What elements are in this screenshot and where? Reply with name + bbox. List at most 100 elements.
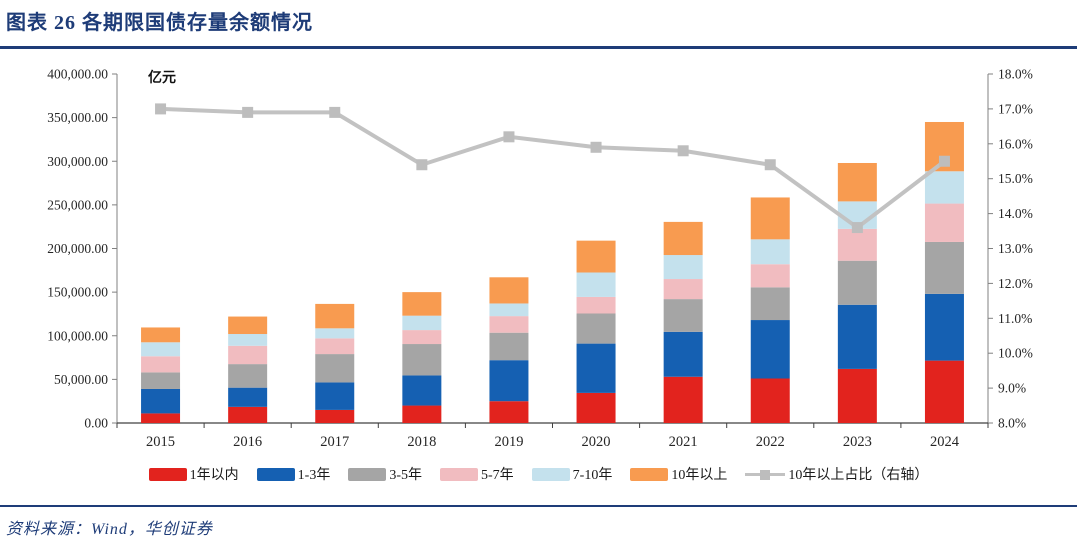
bar-segment-2015-5-7年 bbox=[141, 356, 181, 373]
right-axis-tick-label: 17.0% bbox=[998, 101, 1033, 116]
bar-segment-2022-7-10年 bbox=[750, 239, 790, 265]
x-axis-category-label: 2018 bbox=[407, 434, 436, 450]
bar-segment-2020-3-5年 bbox=[576, 313, 616, 344]
x-axis-category-label: 2015 bbox=[146, 434, 175, 450]
x-axis-category-label: 2022 bbox=[756, 434, 785, 450]
line-series-10年以上占比（右轴） bbox=[160, 106, 946, 231]
right-axis-tick-label: 11.0% bbox=[998, 311, 1032, 326]
footer-rule bbox=[0, 505, 1077, 507]
bar-segment-2017-1-3年 bbox=[315, 382, 355, 410]
legend-swatch-7-10年 bbox=[531, 467, 570, 481]
bar-segment-2017-3-5年 bbox=[315, 354, 355, 383]
bar-segment-2023-1年以内 bbox=[837, 368, 877, 423]
legend-marker-icon bbox=[760, 469, 771, 480]
legend-label: 10年以上占比（右轴） bbox=[788, 468, 929, 483]
bar-segment-2015-7-10年 bbox=[141, 342, 181, 357]
legend-label: 1年以内 bbox=[189, 468, 239, 483]
bar-segment-2021-1-3年 bbox=[663, 331, 703, 377]
bar-segment-2015-1年以内 bbox=[141, 413, 181, 423]
bar-segment-2023-10年以上 bbox=[837, 162, 877, 202]
legend-item-3-5年: 3-5年 bbox=[348, 464, 422, 484]
bar-segment-2017-1年以内 bbox=[315, 409, 355, 423]
bar-segment-2024-7-10年 bbox=[924, 171, 964, 204]
bar-segment-2020-7-10年 bbox=[576, 272, 616, 297]
left-axis-tick-label: 50,000.00 bbox=[54, 372, 108, 387]
bar-segment-2016-7-10年 bbox=[228, 334, 268, 346]
bar-segment-2019-5-7年 bbox=[489, 316, 529, 333]
left-axis-tick-label: 150,000.00 bbox=[47, 285, 108, 300]
bar-segment-2016-5-7年 bbox=[228, 345, 268, 365]
bar-segment-2018-1-3年 bbox=[402, 375, 442, 406]
bar-segment-2021-10年以上 bbox=[663, 221, 703, 256]
bar-segment-2024-1年以内 bbox=[924, 360, 964, 423]
bar-segment-2016-1年以内 bbox=[228, 406, 268, 423]
legend-item-1年以内: 1年以内 bbox=[148, 464, 239, 484]
right-axis-tick-label: 8.0% bbox=[998, 416, 1026, 431]
right-axis-tick-label: 14.0% bbox=[998, 206, 1033, 221]
bar-segment-2020-1-3年 bbox=[576, 343, 616, 393]
bar-segment-2022-3-5年 bbox=[750, 287, 790, 321]
bar-segment-2018-1年以内 bbox=[402, 405, 442, 423]
line-marker-2020 bbox=[590, 141, 602, 153]
x-axis-category-label: 2020 bbox=[582, 434, 611, 450]
legend-swatch-line bbox=[745, 468, 786, 481]
bar-segment-2023-3-5年 bbox=[837, 260, 877, 305]
right-axis-tick-label: 10.0% bbox=[998, 346, 1033, 361]
line-marker-2019 bbox=[503, 131, 515, 143]
legend-label: 10年以上 bbox=[671, 468, 728, 483]
bar-segment-2019-1-3年 bbox=[489, 360, 529, 402]
figure-title: 图表 26 各期限国债存量余额情况 bbox=[6, 12, 313, 34]
chart-legend: 1年以内 1-3年 3-5年 5-7年 7-10年 10年以上 10年以上占比（右轴） bbox=[0, 464, 1077, 484]
legend-item-line: 10年以上占比（右轴） bbox=[745, 464, 928, 484]
bar-segment-2018-3-5年 bbox=[402, 344, 442, 376]
bar-segment-2017-10年以上 bbox=[315, 303, 355, 329]
left-axis-tick-label: 350,000.00 bbox=[47, 110, 108, 125]
right-axis-tick-label: 13.0% bbox=[998, 241, 1033, 256]
bar-segment-2015-10年以上 bbox=[141, 327, 181, 343]
x-axis-category-label: 2021 bbox=[669, 434, 698, 450]
x-axis-category-label: 2019 bbox=[494, 434, 523, 450]
bar-segment-2021-5-7年 bbox=[663, 279, 703, 300]
bar-segment-2024-3-5年 bbox=[924, 241, 964, 294]
bar-segment-2023-5-7年 bbox=[837, 228, 877, 261]
bar-segment-2022-1年以内 bbox=[750, 378, 790, 423]
legend-label: 7-10年 bbox=[572, 468, 613, 483]
x-axis-category-label: 2016 bbox=[233, 434, 262, 450]
bar-segment-2017-5-7年 bbox=[315, 338, 355, 355]
legend-item-7-10年: 7-10年 bbox=[531, 464, 613, 484]
line-marker-2021 bbox=[677, 145, 689, 157]
legend-label: 3-5年 bbox=[389, 468, 422, 483]
bar-segment-2017-7-10年 bbox=[315, 328, 355, 339]
right-axis-tick-label: 18.0% bbox=[998, 67, 1033, 82]
left-axis-tick-label: 250,000.00 bbox=[47, 197, 108, 212]
left-axis-tick-label: 100,000.00 bbox=[47, 328, 108, 343]
legend-item-1-3年: 1-3年 bbox=[256, 464, 331, 484]
bar-segment-2015-3-5年 bbox=[141, 372, 181, 389]
x-axis-category-label: 2017 bbox=[320, 434, 349, 450]
bar-segment-2018-5-7年 bbox=[402, 330, 442, 345]
bar-segment-2016-1-3年 bbox=[228, 387, 268, 407]
right-axis-tick-label: 15.0% bbox=[998, 171, 1033, 186]
legend-swatch-1年以内 bbox=[148, 467, 187, 481]
legend-swatch-3-5年 bbox=[348, 467, 387, 481]
line-marker-2016 bbox=[242, 106, 254, 118]
left-axis-tick-label: 300,000.00 bbox=[47, 154, 108, 169]
bar-segment-2018-10年以上 bbox=[402, 292, 442, 316]
bar-segment-2015-1-3年 bbox=[141, 388, 181, 414]
legend-swatch-10年以上 bbox=[630, 467, 669, 481]
legend-label: 1-3年 bbox=[297, 468, 331, 483]
x-axis-category-label: 2024 bbox=[930, 434, 960, 450]
line-marker-2024 bbox=[938, 155, 950, 167]
left-axis-tick-label: 400,000.00 bbox=[47, 67, 108, 82]
left-axis-tick-label: 200,000.00 bbox=[47, 241, 108, 256]
bar-segment-2016-3-5年 bbox=[228, 364, 268, 388]
bar-segment-2022-10年以上 bbox=[750, 197, 790, 240]
legend-label: 5-7年 bbox=[481, 468, 514, 483]
line-marker-2022 bbox=[764, 159, 776, 171]
legend-item-10年以上: 10年以上 bbox=[630, 464, 727, 484]
legend-item-5-7年: 5-7年 bbox=[440, 464, 514, 484]
right-axis-tick-label: 12.0% bbox=[998, 276, 1033, 291]
bar-segment-2019-10年以上 bbox=[489, 277, 529, 304]
source-note: 资料来源：Wind，华创证券 bbox=[6, 521, 213, 538]
bar-segment-2021-1年以内 bbox=[663, 376, 703, 423]
